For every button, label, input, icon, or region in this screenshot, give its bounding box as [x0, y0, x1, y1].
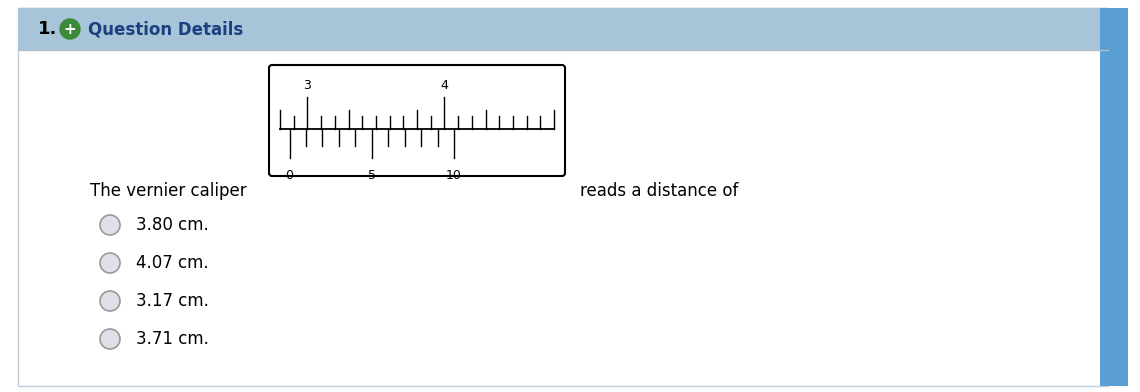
Text: The vernier caliper: The vernier caliper [90, 182, 246, 200]
Text: 5: 5 [368, 169, 376, 182]
Circle shape [100, 329, 120, 349]
Text: 1.: 1. [38, 20, 57, 38]
Text: 10: 10 [446, 169, 462, 182]
Text: 4: 4 [440, 79, 448, 92]
Text: 0: 0 [286, 169, 294, 182]
Circle shape [60, 19, 80, 39]
FancyBboxPatch shape [269, 65, 565, 176]
FancyBboxPatch shape [18, 8, 1108, 386]
Text: 3.71 cm.: 3.71 cm. [136, 330, 209, 348]
FancyBboxPatch shape [1100, 8, 1127, 386]
Text: Question Details: Question Details [88, 20, 243, 38]
Text: 4.07 cm.: 4.07 cm. [136, 254, 209, 272]
Text: 3.17 cm.: 3.17 cm. [136, 292, 209, 310]
Text: +: + [64, 22, 76, 36]
Circle shape [100, 215, 120, 235]
FancyBboxPatch shape [18, 8, 1108, 50]
Text: reads a distance of: reads a distance of [580, 182, 739, 200]
Circle shape [100, 291, 120, 311]
Text: 3.80 cm.: 3.80 cm. [136, 216, 209, 234]
Circle shape [100, 253, 120, 273]
Text: 3: 3 [303, 79, 311, 92]
